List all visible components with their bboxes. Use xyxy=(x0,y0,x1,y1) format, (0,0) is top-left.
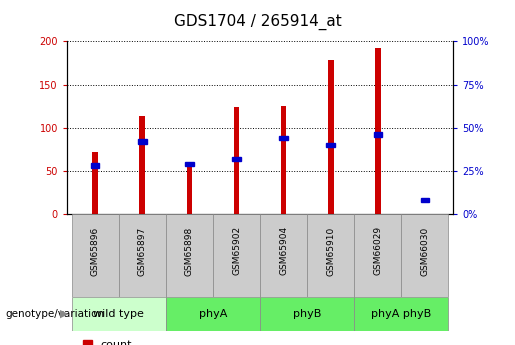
Bar xyxy=(421,198,429,202)
Bar xyxy=(280,136,288,140)
Text: GSM65896: GSM65896 xyxy=(91,226,100,276)
Bar xyxy=(354,214,401,297)
Bar xyxy=(186,167,192,214)
Bar xyxy=(328,60,334,214)
Bar xyxy=(119,214,166,297)
Bar xyxy=(327,143,335,147)
Text: GSM65902: GSM65902 xyxy=(232,226,241,275)
Bar xyxy=(72,214,119,297)
Text: wild type: wild type xyxy=(93,309,144,319)
Bar xyxy=(166,214,213,297)
Text: GSM66030: GSM66030 xyxy=(420,226,430,276)
Bar xyxy=(91,164,99,168)
Bar xyxy=(140,116,145,214)
Text: GSM65904: GSM65904 xyxy=(279,226,288,275)
Text: GSM65898: GSM65898 xyxy=(185,226,194,276)
Bar xyxy=(401,214,449,297)
Bar xyxy=(307,214,354,297)
Bar xyxy=(260,214,307,297)
Bar xyxy=(92,152,98,214)
Text: GSM65910: GSM65910 xyxy=(326,226,335,276)
Bar xyxy=(260,297,354,331)
Text: phyB: phyB xyxy=(293,309,321,319)
Bar xyxy=(281,106,286,214)
Bar xyxy=(185,162,194,166)
Bar xyxy=(232,157,241,161)
Bar xyxy=(213,214,260,297)
Bar xyxy=(375,48,381,214)
Text: GSM65897: GSM65897 xyxy=(138,226,147,276)
Text: GDS1704 / 265914_at: GDS1704 / 265914_at xyxy=(174,14,341,30)
Bar xyxy=(138,139,147,144)
Bar xyxy=(234,107,239,214)
Text: ▶: ▶ xyxy=(60,309,68,319)
Bar xyxy=(72,297,166,331)
Text: phyA: phyA xyxy=(199,309,227,319)
Bar xyxy=(354,297,449,331)
Text: phyA phyB: phyA phyB xyxy=(371,309,432,319)
Text: genotype/variation: genotype/variation xyxy=(5,309,104,319)
Bar xyxy=(166,297,260,331)
Legend: count, percentile rank within the sample: count, percentile rank within the sample xyxy=(83,340,288,345)
Text: GSM66029: GSM66029 xyxy=(373,226,382,275)
Bar xyxy=(373,132,382,137)
